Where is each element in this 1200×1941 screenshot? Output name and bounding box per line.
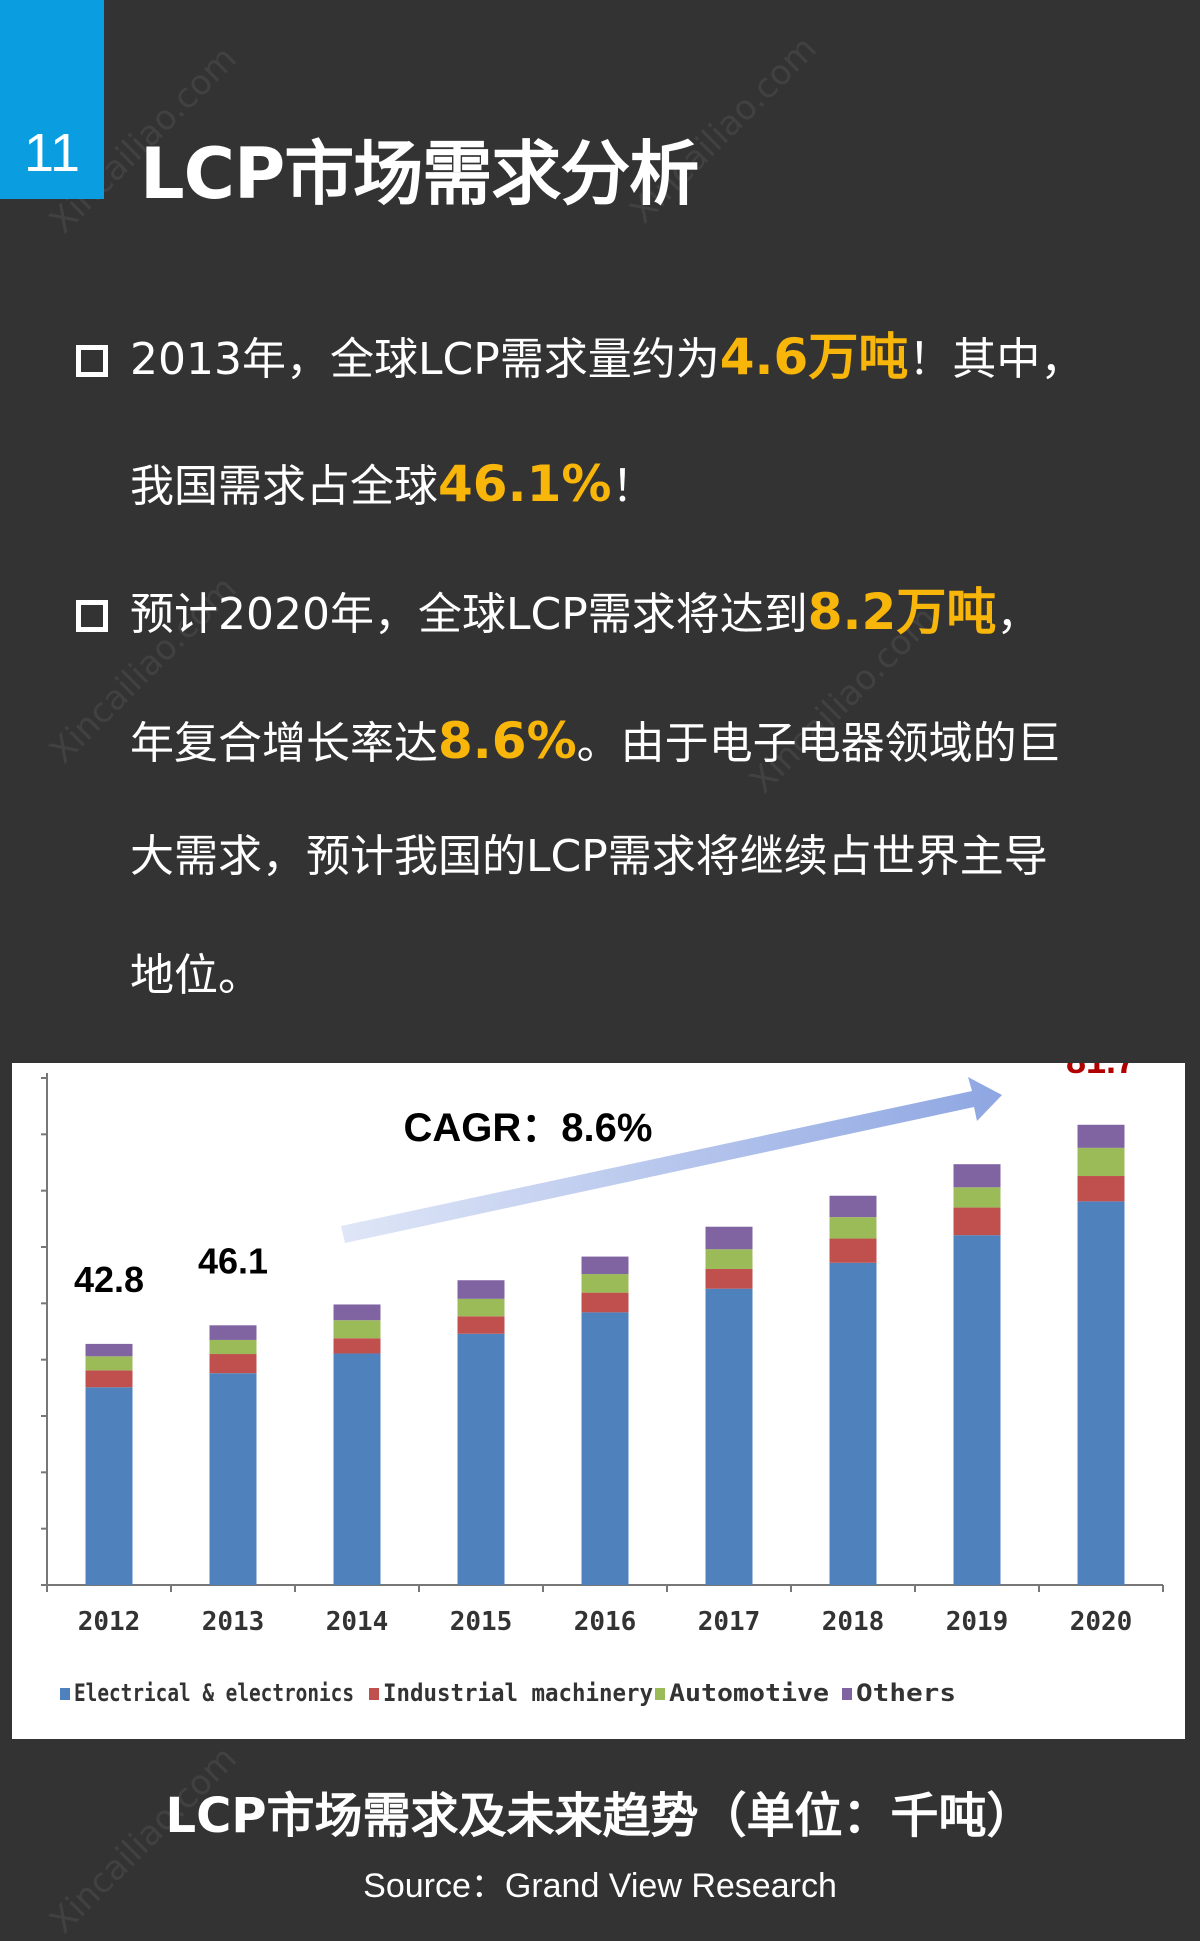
bar-segment-automotive [705, 1249, 753, 1269]
bar-segment-industrial-machinery [581, 1292, 629, 1313]
text-segment: 大需求，预计我国的LCP需求将继续占世界主导 [130, 831, 1048, 882]
bar-segment-automotive [953, 1187, 1001, 1208]
chart-caption: LCP市场需求及未来趋势（单位：千吨） [165, 1788, 1035, 1844]
bar-segment-electrical-electronics [1077, 1201, 1125, 1585]
bar-segment-industrial-machinery [953, 1207, 1001, 1236]
stacked-bar-chart: CAGR：8.6% 2012 2013 2014 2015 2016 2017 2018 201… [41, 1040, 1164, 1707]
bar-segment-others [457, 1280, 505, 1299]
text-segment: ！其中， [908, 334, 1085, 385]
cagr-arrow [341, 1077, 1002, 1243]
legend-swatch [842, 1688, 852, 1700]
highlight-value: 46.1% [438, 455, 612, 513]
bar-segment-industrial-machinery [333, 1338, 381, 1354]
bullet-text-line: 我国需求占全球46.1%！ [130, 454, 655, 517]
bullet-text-line: 地位。 [130, 946, 262, 1006]
legend-swatch [369, 1688, 379, 1700]
bar-segment-industrial-machinery [85, 1370, 133, 1388]
highlight-value: 8.2万吨 [807, 583, 997, 641]
bullet-square-icon [76, 600, 108, 632]
highlight-value: 8.6% [438, 712, 577, 770]
bar-segment-others [1077, 1124, 1125, 1148]
bar-segment-automotive [581, 1274, 629, 1293]
bar-segment-electrical-electronics [581, 1312, 629, 1585]
bar-segment-others [333, 1304, 381, 1321]
cagr-label: CAGR：8.6% [404, 1106, 653, 1150]
bar-segment-others [85, 1343, 133, 1357]
bar-segment-electrical-electronics [85, 1387, 133, 1585]
bar-segment-automotive [85, 1356, 133, 1371]
bar-segment-automotive [333, 1320, 381, 1339]
bar-segment-electrical-electronics [829, 1262, 877, 1585]
bar-segment-automotive [829, 1217, 877, 1239]
legend-label: Automotive [669, 1679, 829, 1707]
x-tick-label: 2013 [202, 1607, 265, 1637]
bar-segment-automotive [457, 1298, 505, 1317]
x-tick-label: 2020 [1070, 1607, 1133, 1637]
bar-segment-others [705, 1226, 753, 1250]
bar-segment-electrical-electronics [953, 1235, 1001, 1585]
bar-segment-others [953, 1164, 1001, 1188]
text-segment: ， [996, 589, 1041, 640]
data-label: 81.7 [1066, 1063, 1136, 1081]
legend-swatch [655, 1688, 665, 1700]
chart: CAGR：8.6% 2012 2013 2014 2015 2016 2017 2018 201… [12, 1040, 1185, 1739]
text-segment: 年复合增长率达 [130, 718, 438, 769]
x-tick-label: 2019 [946, 1607, 1009, 1637]
bar-segment-industrial-machinery [1077, 1176, 1125, 1202]
data-label: 42.8 [74, 1259, 144, 1300]
legend-label: Electrical & electronics [74, 1679, 354, 1707]
bar-segment-electrical-electronics [705, 1288, 753, 1585]
bar-segment-others [829, 1195, 877, 1218]
data-label: 46.1 [198, 1240, 268, 1281]
bullet-text-line: 2013年，全球LCP需求量约为4.6万吨！其中， [130, 327, 1084, 390]
bar-segment-industrial-machinery [457, 1316, 505, 1334]
bar-segment-automotive [1077, 1147, 1125, 1177]
x-tick-label: 2018 [822, 1607, 885, 1637]
legend-label: Industrial machinery [383, 1679, 653, 1707]
text-segment: 预计2020年，全球LCP需求将达到 [130, 589, 808, 640]
x-tick-label: 2012 [78, 1607, 141, 1637]
bullet-text-line: 年复合增长率达8.6%。由于电子电器领域的巨 [130, 711, 1061, 774]
x-tick-label: 2017 [698, 1607, 761, 1637]
bar-segment-automotive [209, 1339, 257, 1355]
text-segment: 。由于电子电器领域的巨 [576, 718, 1061, 769]
x-tick-label: 2016 [574, 1607, 637, 1637]
text-segment: ！ [611, 461, 656, 512]
bar-segment-others [581, 1256, 629, 1275]
bar-segment-others [209, 1325, 257, 1340]
x-tick-label: 2015 [450, 1607, 513, 1637]
source-text: Source：Grand View Research [363, 1867, 837, 1905]
bullet-square-icon [76, 345, 108, 377]
highlight-value: 4.6万吨 [719, 328, 909, 386]
bullet-text-line: 大需求，预计我国的LCP需求将继续占世界主导 [130, 827, 1048, 887]
bar-segment-industrial-machinery [209, 1354, 257, 1374]
bar-segment-electrical-electronics [209, 1373, 257, 1585]
bar-segment-electrical-electronics [333, 1353, 381, 1585]
page-title: LCP市场需求分析 [140, 133, 699, 215]
slide-number: 11 [23, 123, 81, 183]
text-segment: 我国需求占全球 [130, 461, 438, 512]
legend-label: Others [856, 1679, 956, 1707]
bar-segment-electrical-electronics [457, 1333, 505, 1585]
x-tick-label: 2014 [326, 1607, 389, 1637]
bar-segment-industrial-machinery [705, 1268, 753, 1289]
slide-number-box: 11 [0, 0, 104, 199]
bar-segment-industrial-machinery [829, 1238, 877, 1263]
bullet-text-line: 预计2020年，全球LCP需求将达到8.2万吨， [130, 582, 1040, 645]
text-segment: 2013年，全球LCP需求量约为 [130, 334, 720, 385]
text-segment: 地位。 [130, 950, 262, 1001]
legend-swatch [60, 1688, 70, 1700]
